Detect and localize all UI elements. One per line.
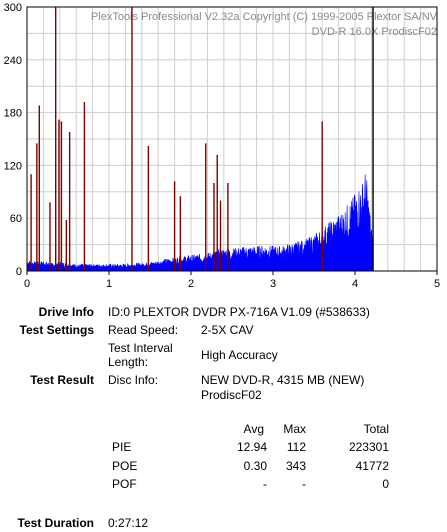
y-tick-label: 300 xyxy=(4,2,22,14)
read-speed-label: Read Speed: xyxy=(108,323,179,337)
x-tick-label: 4 xyxy=(352,278,358,290)
stats-total: 223301 xyxy=(348,440,389,454)
watermark-line1: PlexTools Professional V2.32a Copyright … xyxy=(91,11,438,23)
y-tick-label: 60 xyxy=(10,213,22,225)
y-tick-label: 120 xyxy=(4,160,22,172)
stats-name: POE xyxy=(112,459,138,473)
stats-max: 112 xyxy=(286,440,306,454)
y-tick-label: 240 xyxy=(4,55,22,67)
stats-name: POF xyxy=(112,477,137,491)
stats-avg: - xyxy=(263,477,267,491)
stats-avg: 0.30 xyxy=(243,459,267,473)
error-rate-chart: PlexTools Professional V2.32a Copyright … xyxy=(4,2,440,290)
stats-max: 343 xyxy=(285,459,306,473)
disc-info-label: Disc Info: xyxy=(108,373,159,387)
plot-border xyxy=(26,6,438,272)
stats-header-total: Total xyxy=(363,422,389,436)
watermark-line2: DVD-R 16.0X ProdiscF02 xyxy=(312,26,437,38)
stats-name: PIE xyxy=(112,440,132,454)
stats-header-avg: Avg xyxy=(243,422,264,436)
test-duration-label: Test Duration xyxy=(17,516,94,530)
disc-info-value: NEW DVD-R, 4315 MB (NEW) xyxy=(201,373,365,387)
stats-max: - xyxy=(302,477,306,491)
x-tick-label: 5 xyxy=(434,278,440,290)
read-speed-value: 2-5X CAV xyxy=(201,323,254,337)
test-interval-label-line1: Test Interval xyxy=(108,341,173,355)
stats-header-max: Max xyxy=(283,422,306,436)
x-tick-label: 0 xyxy=(24,278,30,290)
test-duration-value: 0:27:12 xyxy=(108,516,149,530)
chart-canvas: PlexTools Professional V2.32a Copyright … xyxy=(4,2,440,290)
test-interval-value: High Accuracy xyxy=(201,348,278,362)
stats-total: 0 xyxy=(382,477,389,491)
x-tick-label: 3 xyxy=(270,278,276,290)
disc-id-value: ProdiscF02 xyxy=(201,388,262,402)
x-tick-label: 1 xyxy=(106,278,112,290)
drive-info-value: ID:0 PLEXTOR DVDR PX-716A V1.09 (#538633… xyxy=(108,305,370,319)
x-tick-label: 2 xyxy=(188,278,194,290)
stats-total: 41772 xyxy=(355,459,389,473)
stats-avg: 12.94 xyxy=(236,440,267,454)
y-tick-label: 0 xyxy=(16,266,22,278)
test-interval-label-line2: Length: xyxy=(108,355,149,369)
test-result-label: Test Result xyxy=(30,373,94,387)
drive-info-label: Drive Info xyxy=(38,305,94,319)
y-tick-label: 180 xyxy=(4,108,22,120)
test-settings-label: Test Settings xyxy=(19,323,94,337)
